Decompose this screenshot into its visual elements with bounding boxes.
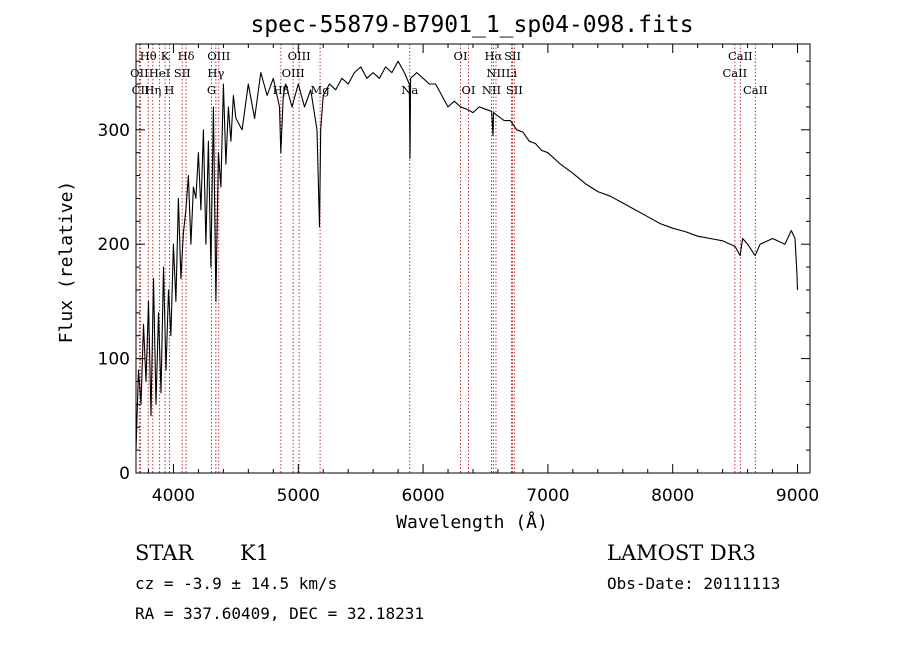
y-tick-label-100: 100 bbox=[98, 350, 130, 370]
obs-date-text: Obs-Date: 20111113 bbox=[607, 574, 780, 593]
y-tick-label-200: 200 bbox=[98, 235, 130, 255]
y-axis-label: Flux (relative) bbox=[56, 181, 77, 344]
line-label-2: Hδ bbox=[178, 49, 195, 63]
object-class: STAR bbox=[135, 541, 194, 565]
x-tick-label-4000: 4000 bbox=[152, 486, 195, 506]
line-label-15: Li bbox=[506, 66, 518, 80]
line-label-25: NII bbox=[482, 83, 501, 97]
line-label-11: SII bbox=[174, 66, 191, 80]
line-label-12: Hγ bbox=[207, 66, 224, 80]
coordinates-text: RA = 337.60409, DEC = 32.18231 bbox=[135, 604, 424, 623]
line-label-9: OII bbox=[130, 66, 149, 80]
plot-frame bbox=[135, 43, 811, 474]
object-subclass: K1 bbox=[240, 541, 269, 565]
y-axis: 0 100 200 300 bbox=[98, 60, 810, 484]
line-label-13: OIII bbox=[282, 66, 305, 80]
flux-series-line bbox=[135, 60, 799, 451]
line-label-18: Hη bbox=[144, 83, 161, 97]
line-label-1: K bbox=[161, 49, 170, 63]
redshift-text: cz = -3.9 ± 14.5 km/s bbox=[135, 574, 337, 593]
line-label-3: OIII bbox=[207, 49, 230, 63]
line-label-6: Hα bbox=[484, 49, 502, 63]
survey-name: LAMOST DR3 bbox=[607, 541, 756, 565]
x-tick-label-5000: 5000 bbox=[277, 486, 320, 506]
line-label-7: SII bbox=[504, 49, 521, 63]
line-label-22: Mg bbox=[311, 83, 331, 97]
x-tick-label-6000: 6000 bbox=[401, 486, 444, 506]
chart-title: spec-55879-B7901_1_sp04-098.fits bbox=[250, 12, 693, 38]
x-axis: 4000 5000 6000 7000 8000 9000 bbox=[147, 44, 819, 506]
spectral-line-markers bbox=[138, 44, 756, 473]
line-label-19: H bbox=[164, 83, 174, 97]
line-label-16: CaII bbox=[722, 66, 747, 80]
info-panel: STAR K1 LAMOST DR3 cz = -3.9 ± 14.5 km/s… bbox=[135, 541, 780, 623]
x-tick-label-9000: 9000 bbox=[776, 486, 819, 506]
y-tick-label-300: 300 bbox=[98, 121, 130, 141]
line-label-10: HeI bbox=[149, 66, 170, 80]
line-label-27: CaII bbox=[743, 83, 768, 97]
line-label-20: G bbox=[207, 83, 216, 97]
line-label-26: SII bbox=[506, 83, 523, 97]
line-label-5: OI bbox=[454, 49, 468, 63]
line-label-8: CaII bbox=[728, 49, 753, 63]
x-tick-label-8000: 8000 bbox=[651, 486, 694, 506]
line-label-24: OI bbox=[462, 83, 476, 97]
line-label-14: NII bbox=[486, 66, 505, 80]
line-label-0: Hθ bbox=[140, 49, 157, 63]
y-tick-label-0: 0 bbox=[119, 464, 130, 484]
x-tick-label-7000: 7000 bbox=[526, 486, 569, 506]
x-axis-label: Wavelength (Å) bbox=[396, 511, 548, 533]
line-label-4: OIII bbox=[288, 49, 311, 63]
